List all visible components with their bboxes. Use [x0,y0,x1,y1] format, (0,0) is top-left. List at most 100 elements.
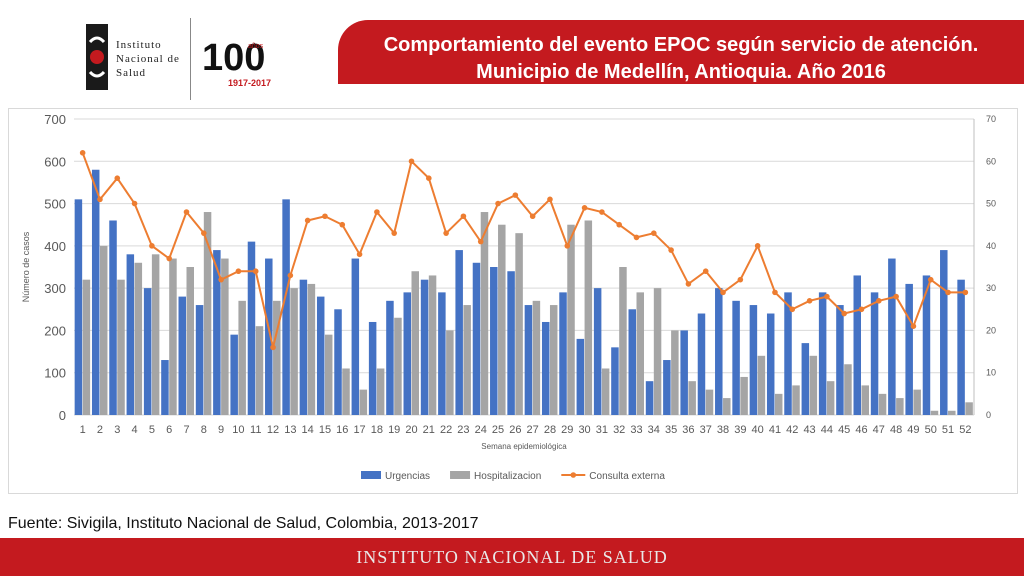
point-consulta-externa [356,251,363,258]
bar-hospitalizacion [792,385,800,415]
bar-hospitalizacion [238,300,246,415]
bar-hospitalizacion [601,368,610,415]
bar-urgencias [888,258,896,415]
bar-hospitalizacion [636,292,644,415]
point-consulta-externa [235,268,242,275]
point-consulta-externa [720,289,726,296]
y2-tick-label: 20 [986,325,996,335]
x-tick-label: 51 [942,424,954,436]
bar-hospitalizacion [273,300,281,415]
bar-urgencias [940,250,948,415]
bar-hospitalizacion [653,288,662,415]
x-tick-label: 50 [925,424,937,436]
x-tick-label: 35 [665,424,677,436]
title-line-1: Comportamiento del evento EPOC según ser… [383,34,979,56]
x-tick-label: 22 [440,424,452,436]
bar-urgencias [507,271,515,415]
x-tick-label: 4 [132,424,138,436]
title-line-2: Municipio de Medellín, Antioquia. Año 20… [476,61,886,83]
x-tick-label: 31 [596,424,608,436]
bar-hospitalizacion [411,271,419,415]
x-tick-label: 18 [371,424,383,436]
bar-hospitalizacion [532,300,541,415]
point-consulta-externa [201,230,207,236]
point-consulta-externa [616,221,622,228]
legend-swatch [450,471,471,479]
line-consulta-externa [81,152,966,348]
x-tick-label: 45 [838,424,850,436]
point-consulta-externa [910,323,917,329]
footer-text: INSTITUTO NACIONAL DE SALUD [356,547,668,567]
bar-urgencias [195,305,204,415]
x-tick-label: 20 [405,424,417,436]
point-consulta-externa [564,243,571,249]
bar-hospitalizacion [169,258,177,415]
x-tick-label: 2 [97,424,103,436]
point-consulta-externa [754,243,761,249]
legend-swatch [361,471,381,479]
x-tick-label: 3 [114,424,120,436]
point-consulta-externa [477,238,484,245]
point-consulta-externa [270,344,276,351]
bar-hospitalizacion [515,233,523,415]
x-tick-label: 32 [613,424,625,436]
bar-hospitalizacion [307,283,316,415]
bar-urgencias [957,279,965,415]
bar-urgencias [403,292,411,415]
legend-label: Urgencias [385,471,430,482]
point-consulta-externa [322,213,328,220]
x-tick-label: 37 [700,424,712,436]
bar-hospitalizacion [186,267,194,415]
bar-urgencias [697,313,706,415]
title-banner: Comportamiento del evento EPOC según ser… [338,20,1024,84]
point-consulta-externa [495,200,501,207]
x-tick-label: 26 [509,424,521,436]
bar-urgencias [472,262,481,415]
bar-hospitalizacion [359,389,368,415]
y2-tick-label: 30 [986,283,996,293]
bar-hospitalizacion [948,410,956,415]
bar-urgencias [178,296,186,415]
bar-hospitalizacion [896,398,904,415]
bar-urgencias [455,250,463,415]
x-tick-label: 40 [752,424,764,436]
x-tick-label: 27 [527,424,539,436]
point-consulta-externa [651,230,657,236]
point-consulta-externa [685,281,692,287]
bar-urgencias [74,199,83,415]
x-tick-label: 39 [734,424,746,436]
x-tick-label: 8 [201,424,207,436]
x-tick-label: 13 [284,424,296,436]
x-tick-label: 25 [492,424,504,436]
point-consulta-externa [460,213,467,220]
point-consulta-externa [79,150,86,156]
bar-urgencias [282,199,290,415]
x-tick-label: 14 [302,424,314,436]
bar-urgencias [593,288,602,415]
point-consulta-externa [633,234,640,241]
point-consulta-externa [512,192,519,198]
x-tick-label: 10 [232,424,244,436]
x-tick-label: 47 [873,424,885,436]
point-consulta-externa [304,217,311,224]
anniversary-word: años [248,43,264,50]
bar-hospitalizacion [861,385,869,415]
bar-urgencias [109,220,117,415]
point-consulta-externa [114,175,121,181]
x-tick-label: 30 [578,424,590,436]
bar-urgencias [801,343,810,415]
bar-urgencias [715,288,723,415]
x-tick-label: 52 [959,424,971,436]
point-consulta-externa [183,209,190,215]
bar-urgencias [143,288,152,415]
bar-urgencias [334,309,342,415]
point-consulta-externa [893,293,899,300]
point-consulta-externa [841,310,847,317]
x-tick-label: 23 [457,424,469,436]
bar-hospitalizacion [151,254,160,415]
anniversary-logo: 100 años 1917-2017 [202,37,271,88]
bar-urgencias [559,292,567,415]
point-consulta-externa [426,175,432,181]
bar-hospitalizacion [376,368,385,415]
